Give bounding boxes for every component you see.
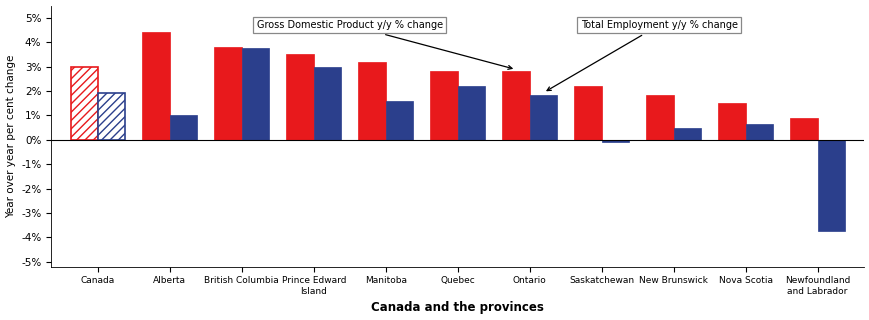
Bar [789, 118, 817, 140]
Bar [817, 140, 844, 231]
Bar [529, 95, 556, 140]
X-axis label: Canada and the provinces: Canada and the provinces [371, 301, 544, 315]
Text: Gross Domestic Product y/y % change: Gross Domestic Product y/y % change [256, 20, 512, 69]
Bar [646, 95, 673, 140]
Bar [745, 124, 773, 140]
Bar [242, 48, 269, 140]
Bar [718, 103, 745, 140]
Bar [358, 62, 385, 140]
Bar [215, 47, 242, 140]
Bar [97, 93, 125, 140]
Bar [501, 71, 529, 140]
Bar [601, 140, 628, 141]
Bar [430, 71, 457, 140]
Bar [70, 67, 97, 140]
Bar [286, 54, 314, 140]
Bar [673, 128, 700, 140]
Bar [385, 101, 413, 140]
Bar [574, 86, 601, 140]
Bar [457, 86, 485, 140]
Text: Total Employment y/y % change: Total Employment y/y % change [547, 20, 737, 91]
Bar [169, 116, 197, 140]
Bar [143, 32, 169, 140]
Bar [314, 67, 341, 140]
Y-axis label: Year over year per cent change: Year over year per cent change [5, 54, 16, 218]
